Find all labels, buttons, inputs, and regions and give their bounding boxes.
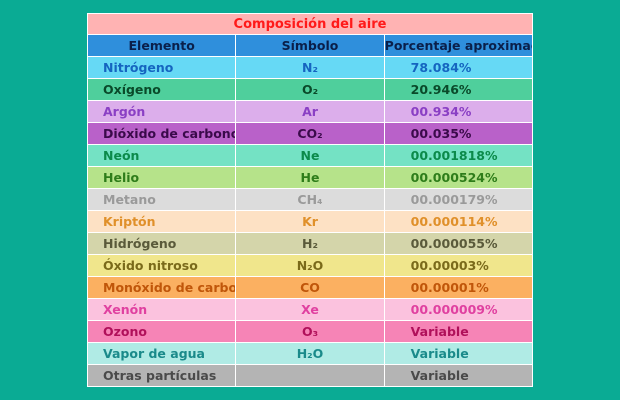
table-row: Xenón Xe 00.000009% xyxy=(86,298,534,321)
cell-symbol: N₂ xyxy=(235,56,385,79)
table-row: Monóxido de carbonoCO00.00001% xyxy=(86,276,534,299)
cell-symbol: CO₂ xyxy=(235,122,385,145)
cell-symbol: N₂O xyxy=(235,254,385,277)
cell-element: Metano xyxy=(86,188,237,211)
cell-symbol: H₂O xyxy=(235,342,385,365)
cell-symbol: Ne xyxy=(235,144,385,167)
table-title: Composición del aire xyxy=(87,13,533,35)
cell-percent: 00.000055% xyxy=(383,232,534,255)
cell-percent: Variable xyxy=(383,342,534,365)
cell-element: Xenón xyxy=(86,298,237,321)
cell-symbol: Ar xyxy=(235,100,385,123)
table-row: Dióxido de carbono CO₂ 00.035% xyxy=(86,122,534,145)
cell-element: Ozono xyxy=(86,320,237,343)
header-percent: Porcentaje aproximado xyxy=(383,34,534,57)
cell-element: Óxido nitroso xyxy=(86,254,237,277)
table-row: Argón Ar 00.934% xyxy=(86,100,534,123)
cell-percent: 00.000009% xyxy=(383,298,534,321)
table-row: Otras partículas Variable xyxy=(86,364,534,387)
table-row: Kriptón Kr 00.000114% xyxy=(86,210,534,233)
cell-percent: 00.00003% xyxy=(383,254,534,277)
header-symbol: Símbolo xyxy=(235,34,385,57)
air-composition-board: Composición del aire Elemento Símbolo Po… xyxy=(86,13,534,387)
cell-percent: 00.934% xyxy=(383,100,534,123)
cell-percent: Variable xyxy=(383,364,534,387)
cell-element: Kriptón xyxy=(86,210,237,233)
cell-element: Oxígeno xyxy=(86,78,237,101)
cell-percent: 00.001818% xyxy=(383,144,534,167)
table-header-row: Elemento Símbolo Porcentaje aproximado xyxy=(86,34,534,57)
cell-element: Argón xyxy=(86,100,237,123)
table-body: Nitrógeno N₂ 78.084% Oxígeno O₂ 20.946% Argón A… xyxy=(86,56,534,387)
cell-symbol: He xyxy=(235,166,385,189)
cell-symbol: O₃ xyxy=(235,320,385,343)
cell-element: Dióxido de carbono xyxy=(86,122,237,145)
cell-element: Hidrógeno xyxy=(86,232,237,255)
cell-symbol: Kr xyxy=(235,210,385,233)
cell-percent: 00.00001% xyxy=(383,276,534,299)
cell-symbol: H₂ xyxy=(235,232,385,255)
cell-element: Otras partículas xyxy=(86,364,237,387)
table-title-row: Composición del aire xyxy=(87,13,533,35)
table-row: Helio He 00.000524% xyxy=(86,166,534,189)
cell-percent: Variable xyxy=(383,320,534,343)
cell-percent: 00.000114% xyxy=(383,210,534,233)
cell-element: Vapor de agua xyxy=(86,342,237,365)
cell-symbol: O₂ xyxy=(235,78,385,101)
cell-element: Monóxido de carbono xyxy=(86,276,237,299)
header-element: Elemento xyxy=(86,34,237,57)
cell-symbol: CO xyxy=(235,276,385,299)
cell-percent: 00.000524% xyxy=(383,166,534,189)
cell-element: Neón xyxy=(86,144,237,167)
cell-symbol: Xe xyxy=(235,298,385,321)
cell-percent: 00.035% xyxy=(383,122,534,145)
cell-percent: 00.000179% xyxy=(383,188,534,211)
table-row: Neón Ne 00.001818% xyxy=(86,144,534,167)
cell-symbol xyxy=(235,364,385,387)
cell-percent: 20.946% xyxy=(383,78,534,101)
cell-percent: 78.084% xyxy=(383,56,534,79)
table-row: Óxido nitroso N₂O 00.00003% xyxy=(86,254,534,277)
table-row: Vapor de agua H₂O Variable xyxy=(86,342,534,365)
cell-symbol: CH₄ xyxy=(235,188,385,211)
table-row: Metano CH₄ 00.000179% xyxy=(86,188,534,211)
cell-element: Nitrógeno xyxy=(86,56,237,79)
table-row: Nitrógeno N₂ 78.084% xyxy=(86,56,534,79)
table-row: Ozono O₃ Variable xyxy=(86,320,534,343)
table-row: Hidrógeno H₂ 00.000055% xyxy=(86,232,534,255)
table-row: Oxígeno O₂ 20.946% xyxy=(86,78,534,101)
air-composition-table: Composición del aire Elemento Símbolo Po… xyxy=(86,13,534,387)
cell-element: Helio xyxy=(86,166,237,189)
